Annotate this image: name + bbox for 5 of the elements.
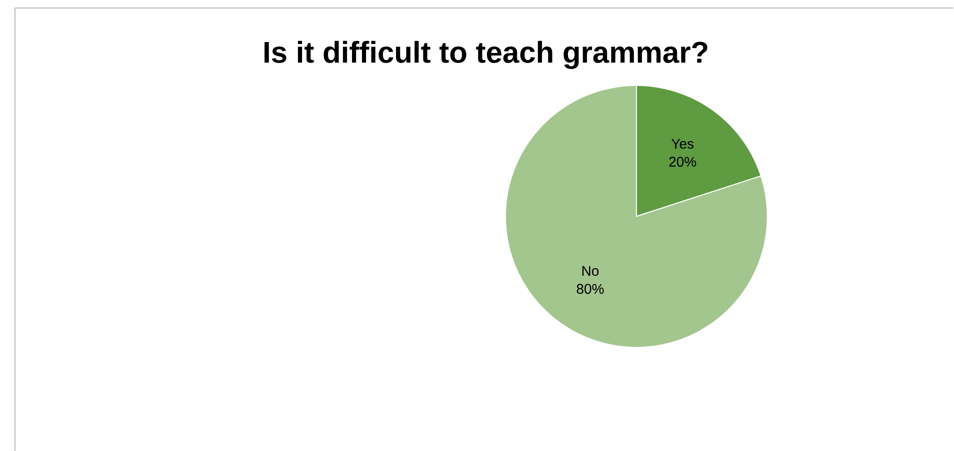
slice-label: Yes: [671, 138, 694, 149]
data-label: 20%: [669, 156, 696, 167]
data-label: 80%: [576, 284, 604, 294]
chart-title: Is it difficult to teach grammar?: [264, 40, 708, 69]
slice-label: No: [582, 266, 599, 276]
